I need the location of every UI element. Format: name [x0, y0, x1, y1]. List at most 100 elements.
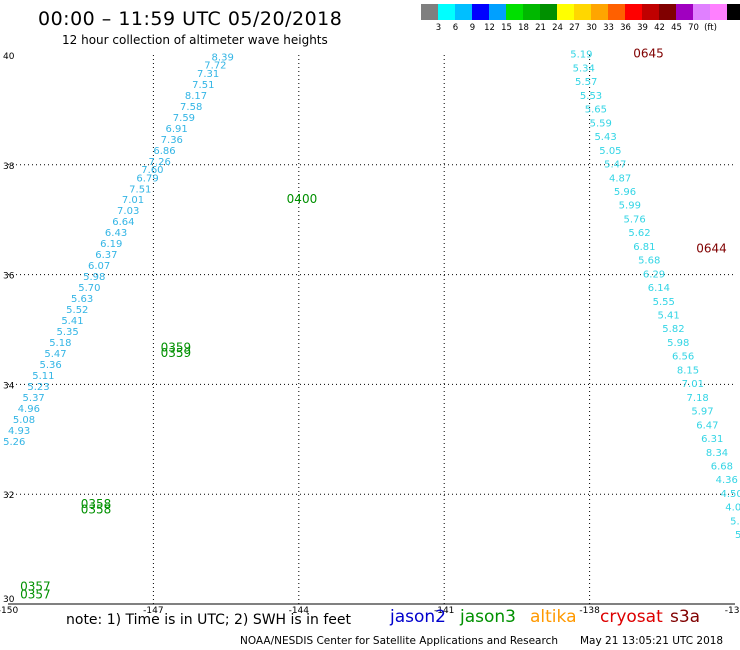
data-point-label: 5.19	[570, 50, 592, 61]
data-point-label: 6.81	[633, 242, 655, 253]
data-point-label: 5.76	[624, 214, 646, 225]
data-point-label: 8.39	[212, 52, 234, 63]
data-point-label: 5.37	[23, 393, 45, 404]
data-point-label: 5.98	[667, 338, 689, 349]
x-tick-label: -147	[143, 606, 163, 616]
satellite-label-jason2: jason2	[390, 607, 446, 627]
legend-label: 6	[452, 23, 459, 33]
legend-label: 15	[501, 23, 512, 33]
legend-swatch	[574, 4, 591, 20]
legend-label: 33	[603, 23, 614, 33]
data-point-label: 6.07	[88, 261, 110, 272]
data-point-label: 6.91	[166, 124, 188, 135]
data-point-label: 5.34	[573, 63, 595, 74]
data-point-label: 7.60	[141, 165, 163, 176]
data-point-label: 6.14	[648, 283, 670, 294]
data-point-label: 6.43	[105, 228, 127, 239]
data-point-label: 4.36	[716, 475, 738, 486]
time-label: 0644	[696, 242, 727, 256]
credit-text: NOAA/NESDIS Center for Satellite Applica…	[240, 635, 558, 647]
satellite-label-s3a: s3a	[670, 607, 701, 627]
data-point-label: 5.63	[71, 294, 93, 305]
legend-swatch	[642, 4, 659, 20]
data-point-label: 5.70	[78, 283, 100, 294]
legend-label: 21	[535, 23, 546, 33]
data-point-label: 7.01	[122, 195, 144, 206]
legend-swatch	[489, 4, 506, 20]
y-tick-label: 32	[3, 491, 14, 501]
data-point-label: 6.68	[711, 461, 733, 472]
y-tick-label: 34	[3, 381, 15, 391]
legend-label: 45	[671, 23, 682, 33]
data-point-label: 6.37	[95, 250, 117, 261]
time-label: 0645	[633, 47, 664, 61]
time-label: 0357	[20, 579, 51, 593]
data-point-label: 5.23	[27, 382, 49, 393]
legend-swatch	[421, 4, 438, 20]
data-point-label: 5.68	[638, 256, 660, 267]
legend-swatch	[472, 4, 489, 20]
legend-swatch	[540, 4, 557, 20]
data-point-label: 7.58	[180, 102, 202, 113]
data-point-label: 7.26	[149, 157, 171, 168]
legend-swatch	[727, 4, 740, 20]
footnote: note: 1) Time is in UTC; 2) SWH is in fe…	[66, 612, 352, 628]
data-point-label: 6.47	[696, 420, 718, 431]
data-point-label: 7.31	[197, 69, 219, 80]
data-point-label: 4.09	[725, 503, 740, 514]
time-label: 0357	[20, 588, 51, 602]
data-point-label: 5.36	[40, 360, 62, 371]
legend-label: 12	[484, 23, 495, 33]
data-point-label: 7.36	[161, 135, 183, 146]
legend-label: 18	[518, 23, 529, 33]
x-tick-label: -135	[725, 606, 740, 616]
legend-swatch	[710, 4, 727, 20]
data-point-label: 8.34	[706, 448, 728, 459]
data-point-label: 5.59	[590, 118, 612, 129]
data-point-label: 4.87	[609, 173, 631, 184]
data-point-label: 5.65	[585, 105, 607, 116]
y-tick-label: 30	[3, 595, 15, 605]
data-point-label: 5.47	[604, 160, 626, 171]
data-point-label: 5.08	[13, 415, 35, 426]
satellite-label-altika: altika	[530, 607, 577, 627]
data-point-label: 6.86	[153, 146, 175, 157]
legend-label: (ft)	[704, 23, 717, 33]
satellite-label-jason3: jason3	[460, 607, 516, 627]
data-point-label: 4.50	[720, 489, 740, 500]
legend-label: 27	[569, 23, 580, 33]
legend-label: 30	[586, 23, 597, 33]
data-point-label: 5.05	[599, 146, 621, 157]
timestamp-text: May 21 13:05:21 UTC 2018	[580, 635, 724, 647]
data-point-label: 5.96	[614, 187, 636, 198]
legend-label: 24	[552, 23, 563, 33]
data-point-label: 8.15	[677, 365, 699, 376]
time-label: 0359	[161, 346, 192, 360]
data-point-label: 4.93	[8, 426, 30, 437]
legend-swatch	[676, 4, 693, 20]
data-point-label: 5.98	[83, 272, 105, 283]
y-tick-label: 38	[3, 162, 15, 172]
data-point-label: 5.43	[594, 132, 616, 143]
legend-swatch	[455, 4, 472, 20]
data-point-label: 7.72	[204, 61, 226, 72]
data-point-label: 6.29	[643, 269, 665, 280]
data-point-label: 7.18	[687, 393, 709, 404]
data-point-label: 5.82	[662, 324, 684, 335]
time-label: 0358	[81, 502, 112, 516]
data-point-label: 5.18	[49, 338, 71, 349]
data-point-label: 7.59	[173, 113, 195, 124]
legend-swatch	[438, 4, 455, 20]
data-point-label: 8.17	[185, 91, 207, 102]
data-point-label: 4.96	[18, 404, 40, 415]
data-point-label: 6.56	[672, 352, 694, 363]
legend-swatch	[659, 4, 676, 20]
data-point-label: 7.01	[682, 379, 704, 390]
data-point-label: 7.51	[192, 80, 214, 91]
data-point-label: 5.54	[735, 530, 740, 541]
data-point-label: 5.41	[657, 311, 679, 322]
x-tick-label: -141	[434, 606, 454, 616]
x-tick-label: -150	[0, 606, 18, 616]
legend-label: 3	[435, 23, 442, 33]
data-point-label: 5.11	[32, 371, 54, 382]
